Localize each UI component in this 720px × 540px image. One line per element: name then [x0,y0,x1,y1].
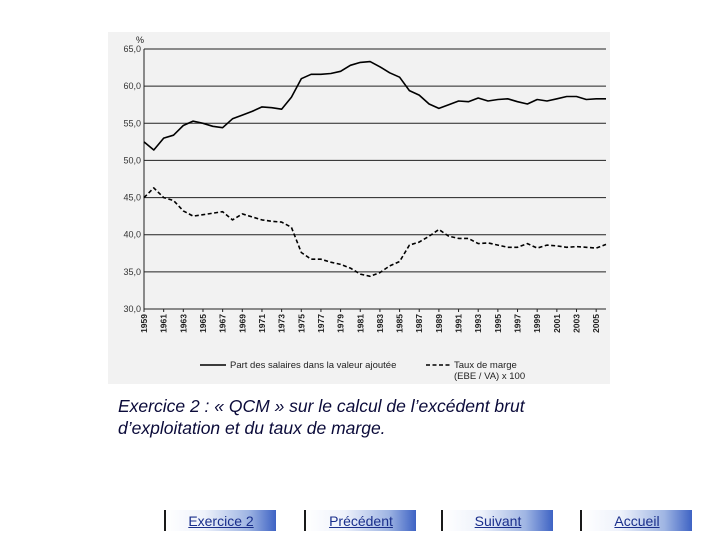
y-axis-ticks: 30,0 35,0 40,0 45,0 50,0 55,0 60,0 65,0 [123,44,141,314]
x-axis-ticks: 1959 1961 1963 1965 1967 1969 1971 1973 1975 1977… [139,309,601,333]
y-tick-label: 55,0 [123,118,141,128]
x-tick-label: 1973 [277,314,287,333]
exercise-button[interactable]: Exercice 2 [164,510,276,531]
y-tick-label: 60,0 [123,81,141,91]
chart-panel: 30,0 35,0 40,0 45,0 50,0 55,0 60,0 65,0 1959 196… [108,32,610,384]
x-tick-label: 2005 [591,314,601,333]
x-tick-label: 1965 [198,314,208,333]
x-tick-label: 1963 [178,314,188,333]
exercise-caption: Exercice 2 : « QCM » sur le calcul de l’… [118,395,638,439]
y-tick-label: 50,0 [123,155,141,165]
x-tick-label: 1961 [159,314,169,333]
x-tick-label: 1991 [454,314,464,333]
x-tick-label: 2001 [552,314,562,333]
previous-button[interactable]: Précédent [304,510,416,531]
x-tick-label: 1979 [336,314,346,333]
x-tick-label: 1969 [237,314,247,333]
x-tick-label: 2003 [572,314,582,333]
gridlines [143,48,606,310]
legend-label: Taux de marge (EBE / VA) x 100 [454,360,525,382]
x-tick-label: 1971 [257,314,267,333]
y-tick-label: 65,0 [123,44,141,54]
series-lines [143,60,607,278]
y-tick-label: 35,0 [123,267,141,277]
caption-line-2: d’exploitation et du taux de marge. [118,418,386,438]
y-tick-label: 30,0 [123,304,141,314]
x-tick-label: 1977 [316,314,326,333]
y-tick-label: 45,0 [123,193,141,203]
x-tick-label: 1985 [395,314,405,333]
next-button[interactable]: Suivant [441,510,553,531]
series-line-wage-share [143,60,606,151]
y-axis-unit-label: % [136,35,144,45]
x-tick-label: 1983 [375,314,385,333]
line-chart: 30,0 35,0 40,0 45,0 50,0 55,0 60,0 65,0 1959 196… [123,35,607,382]
home-button[interactable]: Accueil [580,510,692,531]
series-line-margin-rate [143,187,607,278]
x-tick-label: 1981 [355,314,365,333]
x-tick-label: 1997 [513,314,523,333]
caption-line-1: Exercice 2 : « QCM » sur le calcul de l’… [118,396,525,416]
x-tick-label: 1993 [473,314,483,333]
x-tick-label: 1999 [532,314,542,333]
x-tick-label: 1967 [218,314,228,333]
chart-legend: Part des salaires dans la valeur ajoutée… [200,360,525,382]
x-tick-label: 1975 [296,314,306,333]
x-tick-label: 1987 [414,314,424,333]
legend-label: Part des salaires dans la valeur ajoutée [230,360,396,371]
x-tick-label: 1989 [434,314,444,333]
x-tick-label: 1959 [139,314,149,333]
y-tick-label: 40,0 [123,230,141,240]
x-tick-label: 1995 [493,314,503,333]
